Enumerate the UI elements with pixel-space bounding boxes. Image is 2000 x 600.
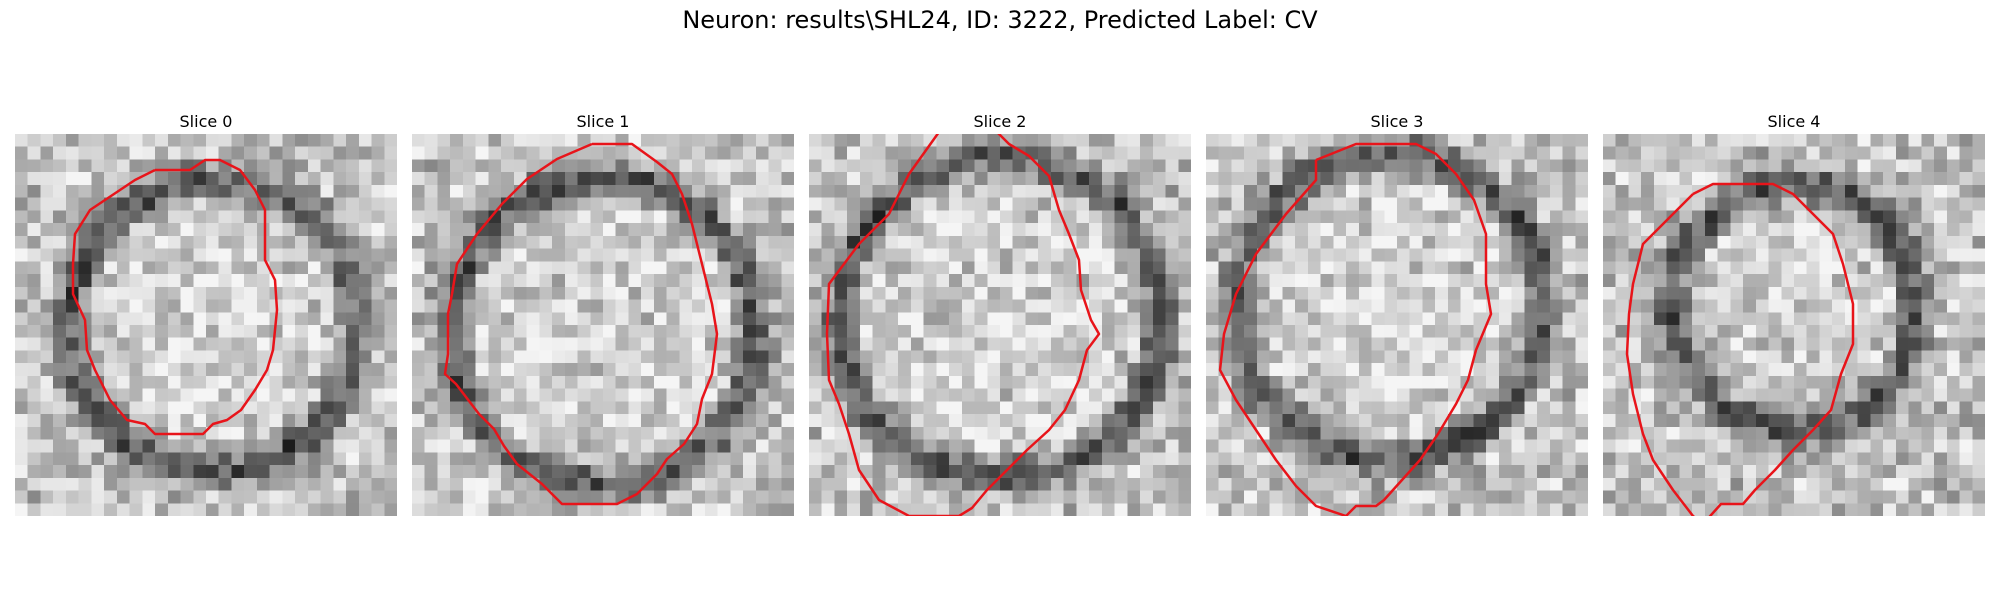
microscopy-image-4 (1603, 134, 1985, 516)
slice-title-3: Slice 3 (1370, 112, 1424, 131)
slice-panel-4: Slice 4 (1603, 112, 1985, 516)
segmentation-contour-1 (443, 142, 719, 506)
slice-image-1 (412, 134, 794, 516)
segmentation-contour-4 (1625, 182, 1855, 516)
contour-line-1 (443, 142, 719, 506)
slice-image-0 (15, 134, 397, 516)
contour-line-3 (1218, 142, 1493, 516)
segmentation-contour-0 (71, 158, 279, 436)
slice-title-4: Slice 4 (1767, 112, 1821, 131)
slice-panel-3: Slice 3 (1206, 112, 1588, 516)
slice-title-0: Slice 0 (179, 112, 233, 131)
slice-panel-2: Slice 2 (809, 112, 1191, 516)
microscopy-image-2 (809, 134, 1191, 516)
slice-image-4 (1603, 134, 1985, 516)
slice-image-2 (809, 134, 1191, 516)
slice-panel-0: Slice 0 (15, 112, 397, 516)
slice-image-3 (1206, 134, 1588, 516)
microscopy-image-0 (15, 134, 397, 516)
figure-title: Neuron: results\SHL24, ID: 3222, Predict… (682, 6, 1318, 34)
segmentation-contour-2 (825, 134, 1101, 516)
microscopy-image-1 (412, 134, 794, 516)
slice-panel-1: Slice 1 (412, 112, 794, 516)
contour-line-0 (71, 158, 279, 436)
contour-line-2 (825, 134, 1101, 516)
segmentation-contour-3 (1218, 142, 1493, 516)
slice-title-1: Slice 1 (576, 112, 630, 131)
contour-line-4 (1625, 182, 1855, 516)
slice-title-2: Slice 2 (973, 112, 1027, 131)
